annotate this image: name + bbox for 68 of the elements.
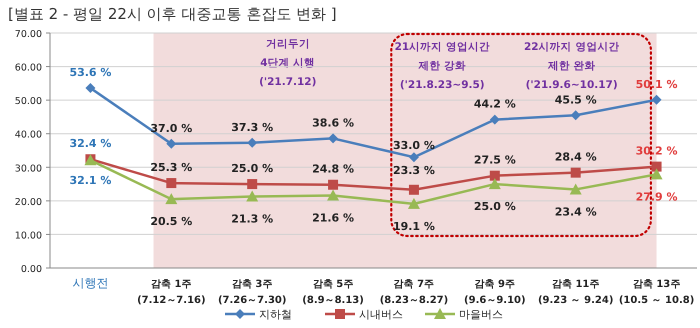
chart-title: [별표 2 - 평일 22시 이후 대중교통 혼잡도 변화 ]: [8, 5, 337, 23]
point: [328, 180, 338, 190]
data-label: 32.1 %: [69, 174, 112, 188]
point: [488, 178, 501, 190]
data-label: 33.0 %: [392, 139, 435, 152]
point: [327, 189, 340, 200]
data-label: 28.4 %: [554, 150, 597, 164]
point: [246, 190, 258, 202]
y-tick-label: 70.00: [14, 29, 42, 40]
data-label: 38.6 %: [312, 116, 354, 130]
data-label: 21.3 %: [231, 212, 274, 226]
data-label: 30.2 %: [636, 144, 678, 158]
legend-label: 시내버스: [359, 308, 403, 321]
y-tick-label: 30.00: [14, 163, 42, 174]
data-label: 19.1 %: [392, 220, 435, 233]
data-label: 53.6 %: [69, 66, 112, 80]
data-label: 24.8 %: [312, 162, 354, 176]
x-tick-label: 감축 13주 (10.5 ～ 10.8): [618, 279, 694, 306]
annotation: 21시까지 영업시간 제한 강화 ('21.8.23~9.5): [394, 41, 490, 91]
point: [408, 152, 419, 162]
point: [165, 193, 178, 204]
x-tick-label: 감축 1주 (7.12～7.16): [137, 279, 206, 306]
point: [570, 183, 582, 194]
legend-label: 지하철: [259, 308, 292, 321]
x-tick-label: 감축 7주 (8.23～8.27): [380, 279, 448, 306]
data-label: 37.0 %: [150, 122, 192, 135]
data-label: 37.3 %: [231, 120, 274, 134]
data-label: 21.6 %: [312, 211, 354, 224]
data-label: 20.5 %: [150, 215, 192, 228]
point: [408, 184, 419, 195]
point: [570, 110, 581, 120]
y-tick-label: 40.00: [14, 130, 42, 141]
x-tick-label: 감축 3주 (7.26～7.30): [218, 279, 286, 306]
x-tick-label: 시행전: [72, 276, 108, 290]
data-label: 25.0 %: [474, 200, 516, 214]
point: [490, 114, 500, 125]
point: [408, 198, 420, 209]
y-tick-label: 20.00: [14, 196, 42, 208]
point: [652, 162, 662, 172]
data-label: 45.5 %: [554, 93, 597, 106]
x-tick-label: 감축 5주 (8.9～8.13): [302, 279, 364, 306]
point: [650, 168, 663, 180]
annotation: 22시까지 영업시간 제한 완화 ('21.9.6~10.17): [524, 41, 620, 91]
point: [166, 178, 176, 188]
data-label: 27.9 %: [636, 190, 678, 204]
point: [247, 179, 258, 190]
data-label: 32.4 %: [69, 137, 112, 150]
point: [247, 138, 258, 148]
data-label: 50.1 %: [636, 78, 678, 91]
x-tick-label: 감축 9주 (9.6～9.10): [464, 279, 526, 306]
point: [652, 94, 662, 105]
x-tick-label: 감축 11주 (9.23 ～ 9.24): [538, 279, 614, 306]
point: [490, 170, 500, 181]
legend-label: 마을버스: [459, 308, 503, 321]
data-label: 44.2 %: [474, 98, 516, 111]
data-label: 23.4 %: [554, 205, 597, 218]
point: [85, 83, 96, 94]
data-label: 25.0 %: [231, 162, 274, 176]
point: [328, 133, 338, 144]
y-tick-label: 0.00: [20, 264, 42, 275]
point: [166, 138, 176, 149]
point: [570, 168, 581, 178]
data-label: 27.5 %: [474, 154, 516, 167]
data-label: 23.3 %: [392, 164, 435, 177]
data-label: 25.3 %: [150, 161, 192, 174]
y-tick-label: 50.00: [14, 96, 42, 108]
y-tick-label: 60.00: [14, 62, 42, 74]
y-tick-label: 10.00: [14, 230, 42, 242]
